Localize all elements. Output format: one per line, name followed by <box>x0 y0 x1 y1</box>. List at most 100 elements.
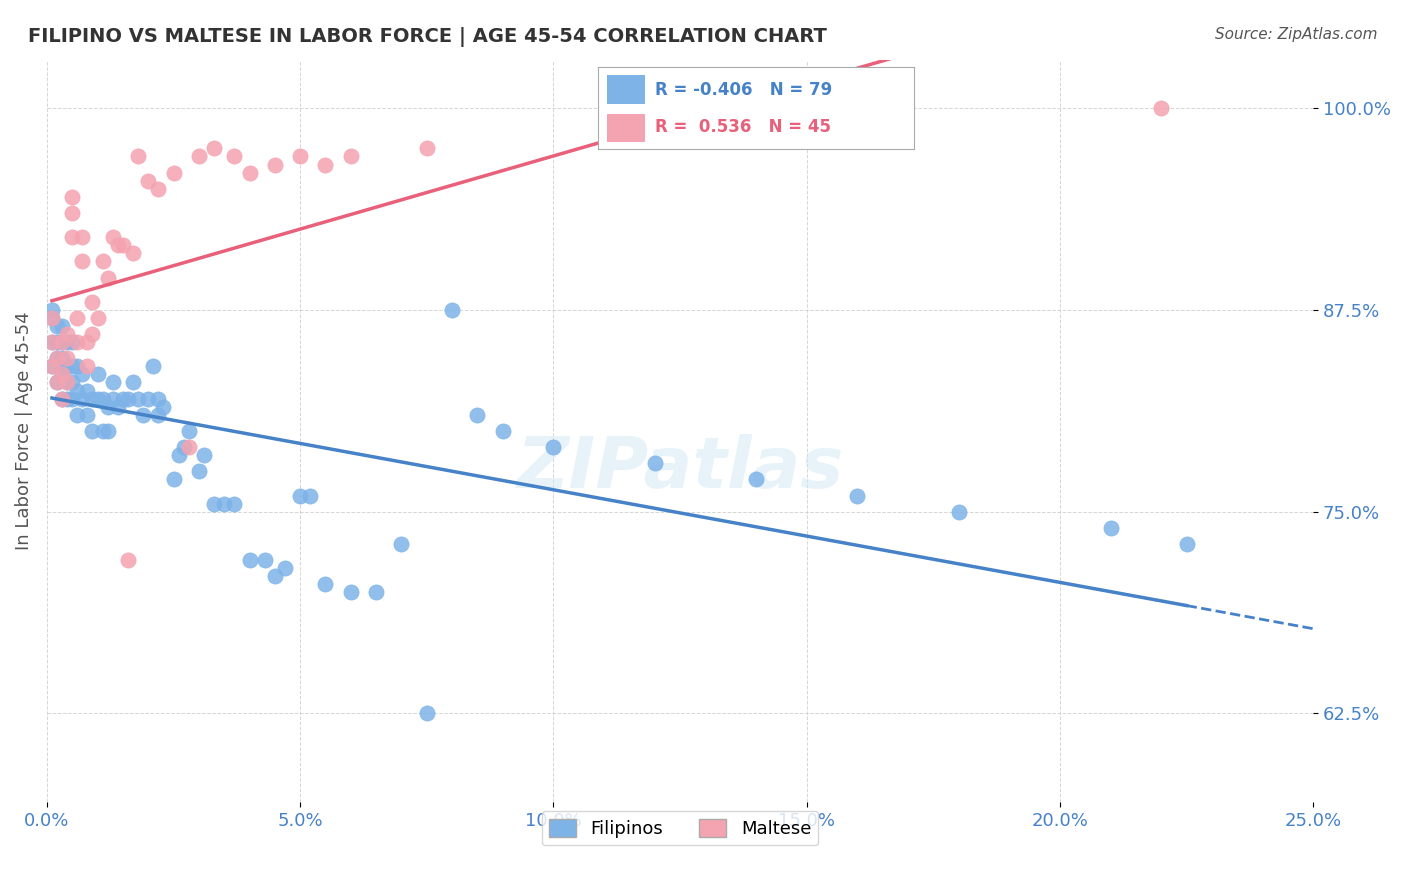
Point <box>148 408 170 422</box>
Point <box>543 440 565 454</box>
Point <box>76 359 98 374</box>
Point <box>193 448 215 462</box>
Point <box>187 149 209 163</box>
Point <box>224 149 246 163</box>
Point <box>51 368 73 382</box>
Point <box>127 149 149 163</box>
Point <box>60 230 83 244</box>
Point <box>76 408 98 422</box>
Point <box>51 392 73 406</box>
Text: Source: ZipAtlas.com: Source: ZipAtlas.com <box>1215 27 1378 42</box>
Point <box>51 335 73 350</box>
Point <box>72 392 94 406</box>
Point <box>127 392 149 406</box>
Point <box>41 302 63 317</box>
Point <box>224 497 246 511</box>
Point <box>41 310 63 325</box>
Point <box>948 505 970 519</box>
Point <box>60 376 83 390</box>
Point <box>60 206 83 220</box>
Point <box>56 376 79 390</box>
Point <box>492 424 515 438</box>
Point <box>202 497 225 511</box>
Point <box>162 472 184 486</box>
Point <box>1099 521 1122 535</box>
Point <box>60 359 83 374</box>
Point <box>745 472 768 486</box>
Point <box>299 489 322 503</box>
Text: ZIPatlas: ZIPatlas <box>516 434 844 502</box>
Legend: Filipinos, Maltese: Filipinos, Maltese <box>541 812 818 846</box>
Point <box>1150 101 1173 115</box>
Point <box>187 464 209 478</box>
Point <box>86 368 108 382</box>
Point <box>97 424 120 438</box>
Point <box>238 553 260 567</box>
Point <box>82 392 104 406</box>
Point <box>107 238 129 252</box>
Point <box>162 166 184 180</box>
Point <box>46 376 69 390</box>
Y-axis label: In Labor Force | Age 45-54: In Labor Force | Age 45-54 <box>15 311 32 550</box>
Point <box>41 310 63 325</box>
Point <box>46 318 69 333</box>
Point <box>391 537 413 551</box>
Point <box>66 384 89 398</box>
Point <box>66 335 89 350</box>
Point <box>111 392 134 406</box>
Point <box>148 392 170 406</box>
Point <box>101 376 124 390</box>
Point <box>177 424 200 438</box>
Point <box>51 335 73 350</box>
Point <box>76 335 98 350</box>
Point <box>416 706 439 721</box>
Point <box>117 392 139 406</box>
Point <box>101 392 124 406</box>
Point <box>82 294 104 309</box>
Point <box>441 302 464 317</box>
Text: FILIPINO VS MALTESE IN LABOR FORCE | AGE 45-54 CORRELATION CHART: FILIPINO VS MALTESE IN LABOR FORCE | AGE… <box>28 27 827 46</box>
Point <box>101 230 124 244</box>
Point <box>288 149 311 163</box>
Point <box>86 392 108 406</box>
Point <box>366 585 388 599</box>
Point <box>167 448 190 462</box>
Point <box>56 376 79 390</box>
Point <box>60 335 83 350</box>
Point <box>132 408 155 422</box>
Point <box>76 384 98 398</box>
Point <box>91 392 114 406</box>
Point <box>202 141 225 155</box>
Point <box>72 254 94 268</box>
Point <box>56 359 79 374</box>
Point <box>117 553 139 567</box>
Point <box>56 351 79 366</box>
Point <box>122 246 145 260</box>
Point <box>51 392 73 406</box>
Point <box>846 489 869 503</box>
Point <box>60 190 83 204</box>
Point <box>173 440 195 454</box>
Point <box>315 577 337 591</box>
Point <box>72 368 94 382</box>
Point <box>136 392 159 406</box>
Point <box>111 238 134 252</box>
Point <box>340 149 363 163</box>
Point <box>263 157 285 171</box>
Point <box>253 553 276 567</box>
Point <box>41 359 63 374</box>
Point <box>1175 537 1198 551</box>
Point <box>91 424 114 438</box>
Point <box>41 359 63 374</box>
Point <box>136 174 159 188</box>
Point <box>467 408 489 422</box>
Point <box>644 456 666 470</box>
Point <box>82 424 104 438</box>
Point <box>416 141 439 155</box>
Point <box>82 327 104 342</box>
Point <box>46 351 69 366</box>
Point <box>177 440 200 454</box>
Point <box>340 585 363 599</box>
Point <box>56 335 79 350</box>
Point <box>51 351 73 366</box>
